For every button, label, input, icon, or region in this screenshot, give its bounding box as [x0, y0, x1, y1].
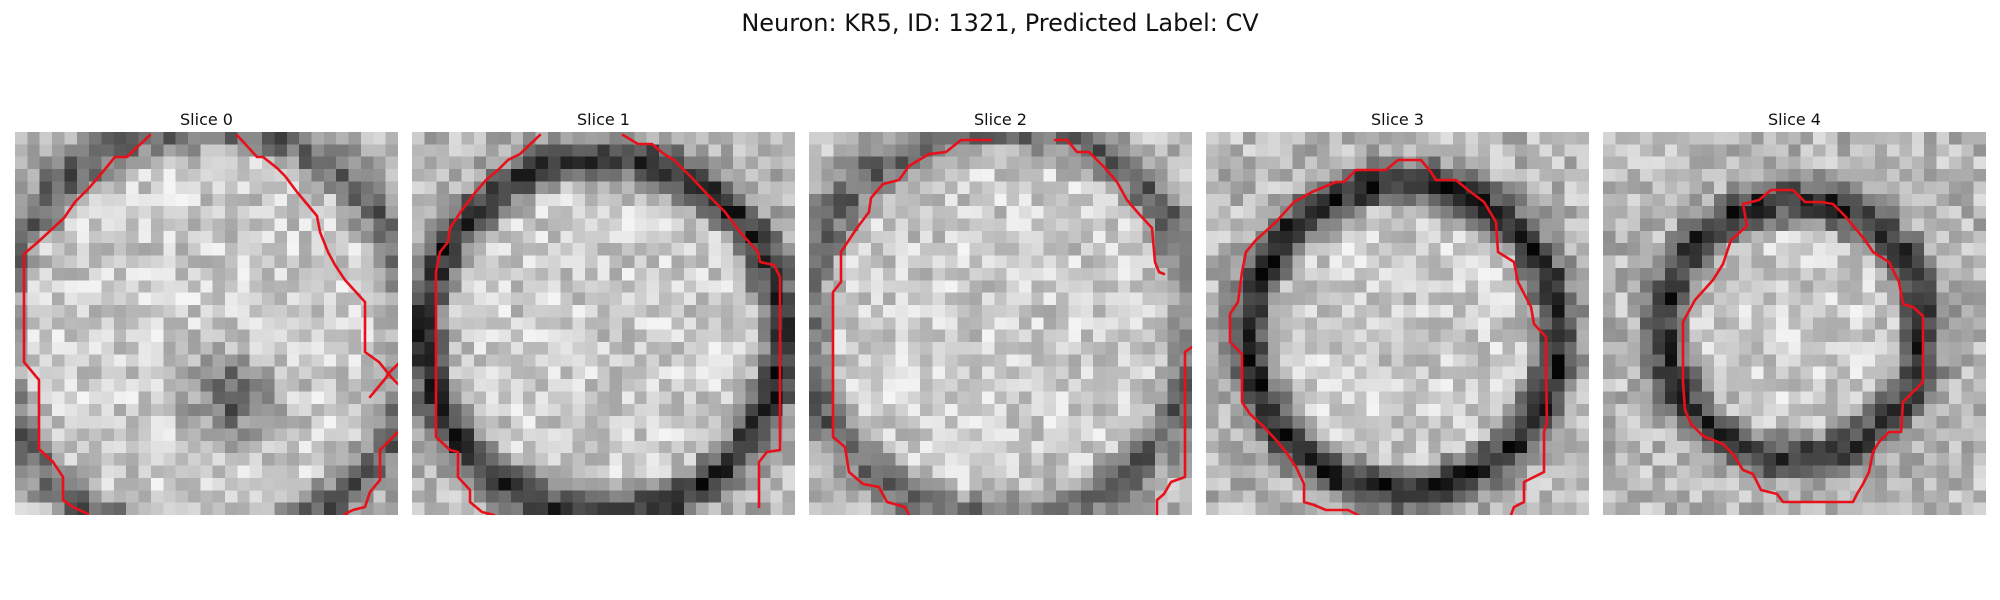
slice-title: Slice 4 [1768, 110, 1821, 129]
slice-title: Slice 3 [1371, 110, 1424, 129]
grayscale-image [412, 132, 795, 515]
slice-image [809, 132, 1192, 515]
slice-image [1206, 132, 1589, 515]
segmentation-contour [1681, 188, 1925, 504]
slice-panel-0: Slice 0 [15, 108, 398, 515]
segmentation-contour [831, 138, 1192, 515]
slice-panel-3: Slice 3 [1206, 108, 1589, 515]
slice-panel-2: Slice 2 [809, 108, 1192, 515]
slice-panel-4: Slice 4 [1603, 108, 1986, 515]
slice-image [15, 132, 398, 515]
slice-image [1603, 132, 1986, 515]
segmentation-contour [22, 133, 398, 515]
slice-title: Slice 2 [974, 110, 1027, 129]
segmentation-contour [1228, 158, 1549, 515]
slice-title: Slice 1 [577, 110, 630, 129]
grayscale-image [1206, 132, 1589, 515]
slice-image [412, 132, 795, 515]
slice-panel-1: Slice 1 [412, 108, 795, 515]
figure-title: Neuron: KR5, ID: 1321, Predicted Label: … [741, 9, 1259, 37]
segmentation-contour [434, 133, 782, 515]
grayscale-image [15, 132, 398, 515]
slice-title: Slice 0 [180, 110, 233, 129]
